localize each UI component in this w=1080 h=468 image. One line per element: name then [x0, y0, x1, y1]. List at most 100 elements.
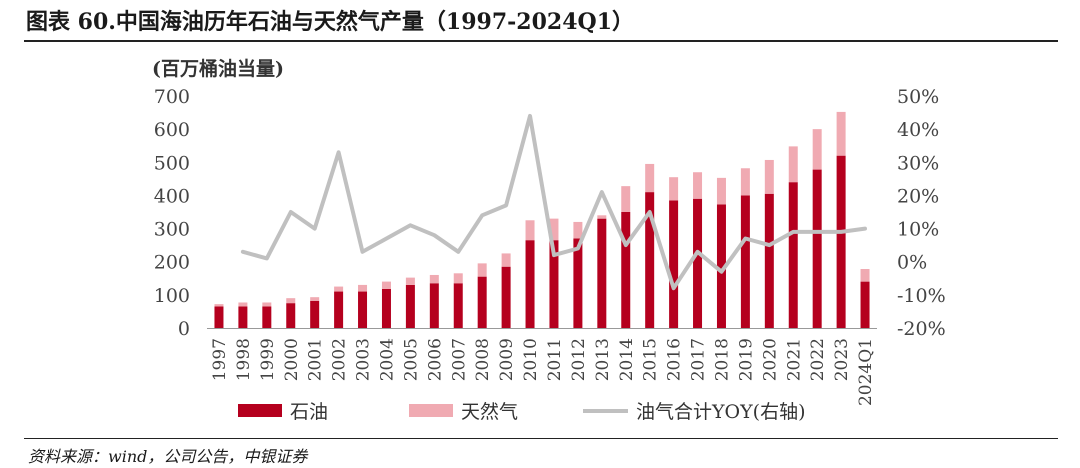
y-right-tick-label: 0%: [897, 252, 927, 274]
bar-oil: [358, 291, 368, 328]
footer-divider: [24, 438, 1058, 439]
bar-gas: [405, 277, 415, 285]
x-tick-label: 2004: [377, 338, 397, 381]
bar-gas: [597, 215, 607, 219]
bar-oil: [812, 169, 822, 328]
bar-oil: [334, 291, 344, 328]
y-left-tick-label: 300: [154, 219, 190, 241]
bar-oil: [693, 198, 703, 328]
y-left-tick-label: 600: [154, 119, 190, 141]
y-right-tick-label: -20%: [897, 318, 946, 340]
x-tick-label: 2020: [760, 338, 780, 381]
x-tick-label: 1998: [234, 338, 254, 381]
bar-gas: [262, 302, 272, 307]
y-left-tick-label: 200: [154, 252, 190, 274]
bar-gas: [740, 168, 750, 196]
y-right-tick-label: 30%: [897, 152, 939, 174]
x-tick-label: 2009: [497, 338, 517, 381]
bar-oil: [764, 193, 774, 328]
bar-gas: [334, 286, 344, 292]
x-tick-label: 2008: [473, 338, 493, 381]
bar-oil: [405, 284, 415, 328]
x-tick-label: 2017: [689, 338, 709, 381]
bar-oil: [621, 212, 631, 328]
legend-label-gas: 天然气: [461, 401, 518, 423]
x-tick-label: 2023: [832, 338, 852, 381]
y-left-tick-label: 500: [154, 152, 190, 174]
page-title: 图表 60.中国海油历年石油与天然气产量（1997-2024Q1）: [26, 9, 634, 35]
x-tick-label: 2014: [617, 338, 637, 381]
bar-gas: [812, 129, 822, 170]
bar-gas: [501, 253, 511, 267]
y-right-tick-label: 10%: [897, 219, 939, 241]
legend-label-yoy: 油气合计YOY(右轴): [636, 401, 806, 423]
bar-oil: [645, 192, 655, 328]
bar-gas: [764, 159, 774, 194]
bar-gas: [477, 263, 487, 277]
y-right-tick-label: 40%: [897, 119, 939, 141]
bar-gas: [836, 111, 846, 156]
bar-gas: [860, 269, 870, 282]
bar-gas: [716, 177, 726, 205]
bar-oil: [310, 300, 320, 328]
bar-gas: [358, 284, 368, 292]
bar-gas: [549, 218, 559, 241]
bar-oil: [740, 195, 750, 328]
x-tick-label: 2021: [784, 338, 804, 381]
x-tick-label: 1999: [258, 338, 278, 381]
y-right-tick-label: -10%: [897, 285, 946, 307]
x-tick-label: 2010: [521, 338, 541, 381]
x-tick-label: 2006: [425, 338, 445, 381]
legend-label-oil: 石油: [290, 401, 328, 423]
bar-gas: [573, 221, 583, 239]
x-tick-label: 2012: [569, 338, 589, 381]
bar-gas: [381, 281, 391, 289]
bar-gas: [453, 273, 463, 284]
bar-gas: [788, 146, 798, 183]
bar-gas: [645, 163, 655, 193]
bar-oil: [286, 303, 296, 328]
bar-oil: [788, 182, 798, 328]
y-right-tick-label: 50%: [897, 86, 939, 108]
x-tick-label: 2007: [449, 338, 469, 381]
bar-oil: [381, 288, 391, 328]
x-tick-label: 1997: [210, 338, 230, 381]
bar-oil: [429, 283, 439, 328]
bar-gas: [669, 177, 679, 201]
x-tick-label: 2005: [401, 338, 421, 381]
bar-oil: [525, 240, 535, 328]
bar-oil: [477, 276, 487, 328]
bar-oil: [214, 306, 224, 328]
y-axis-unit-label: (百万桶油当量): [152, 57, 284, 80]
bar-gas: [429, 274, 439, 284]
bar-gas: [214, 304, 224, 307]
x-tick-label: 2002: [330, 338, 350, 381]
bar-gas: [525, 220, 535, 241]
y-left-tick-label: 400: [154, 185, 190, 207]
bar-oil: [501, 266, 511, 328]
y-right-tick-label: 20%: [897, 185, 939, 207]
y-left-tick-label: 0: [178, 318, 190, 340]
bar-oil: [262, 306, 272, 328]
bar-oil: [860, 281, 870, 328]
bar-oil: [549, 240, 559, 328]
x-tick-label: 2016: [665, 338, 685, 381]
bar-oil: [573, 238, 583, 328]
bar-oil: [836, 155, 846, 328]
bar-gas: [621, 186, 631, 212]
legend-swatch-oil: [238, 404, 282, 417]
y-left-tick-label: 100: [154, 285, 190, 307]
x-tick-label: 2000: [282, 338, 302, 381]
bar-oil: [238, 306, 248, 328]
x-tick-label: 2015: [641, 338, 661, 381]
bar-gas: [238, 302, 248, 307]
x-tick-label: 2013: [593, 338, 613, 381]
x-tick-label: 2011: [545, 338, 565, 381]
x-tick-label: 2022: [808, 338, 828, 381]
bar-gas: [693, 172, 703, 199]
bar-gas: [286, 298, 296, 304]
series-line-yoy: [240, 113, 867, 291]
bar-oil: [716, 204, 726, 328]
bar-oil: [669, 200, 679, 328]
